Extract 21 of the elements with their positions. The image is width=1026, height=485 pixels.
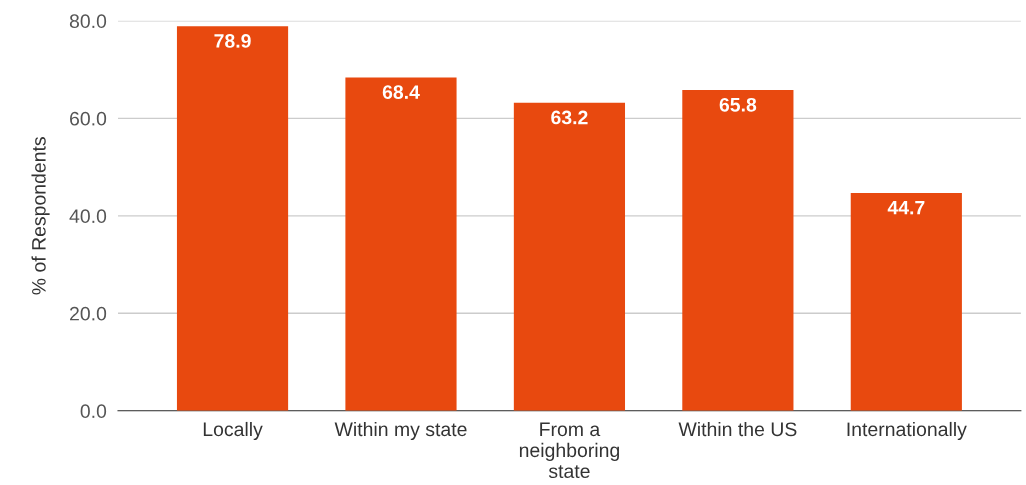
data-label: 44.7 xyxy=(887,200,925,215)
x-tick-label: From a neighboring state xyxy=(519,422,619,479)
x-tick-label: Within my state xyxy=(334,421,467,441)
y-tick-label: 80.0 xyxy=(69,14,107,29)
x-tick-label: Locally xyxy=(203,421,263,441)
y-tick-label: 20.0 xyxy=(70,306,107,321)
x-tick-label: Internationally xyxy=(847,421,967,441)
bar xyxy=(345,77,457,411)
bar xyxy=(176,26,289,411)
y-tick-label: 0.0 xyxy=(80,404,107,419)
x-tick-label: Within the US xyxy=(678,421,797,437)
y-tick-label: 40.0 xyxy=(69,209,107,224)
data-label: 63.2 xyxy=(551,110,588,125)
y-tick-label: 60.0 xyxy=(70,111,107,126)
data-label: 65.8 xyxy=(719,97,757,112)
bar xyxy=(513,102,626,411)
y-axis-title: % of Respondents xyxy=(31,137,50,295)
bar xyxy=(682,90,794,411)
data-label: 68.4 xyxy=(382,85,420,99)
bar xyxy=(850,192,962,411)
data-label: 78.9 xyxy=(214,34,251,48)
